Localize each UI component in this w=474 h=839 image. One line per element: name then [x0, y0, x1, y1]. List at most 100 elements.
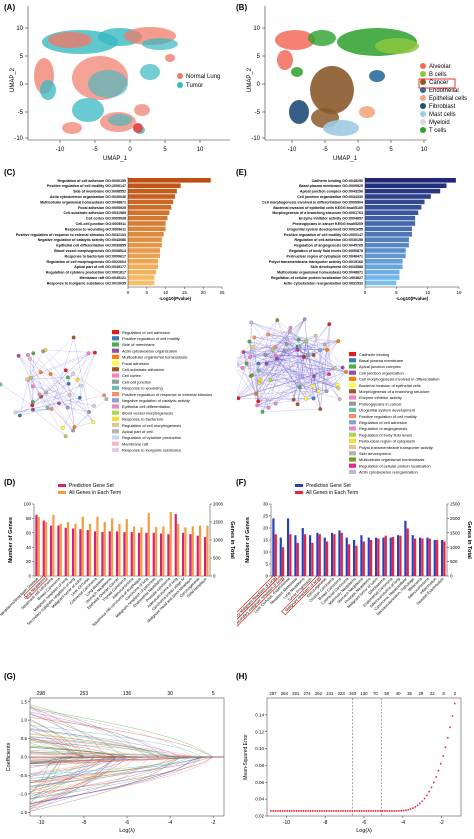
legend-swatch — [112, 336, 119, 341]
cv-point — [414, 806, 417, 808]
legend-label: Regulation of cell morphogenesis — [122, 423, 181, 428]
legend-swatch — [112, 361, 119, 366]
legend-swatch — [349, 395, 356, 400]
bar-series-2 — [67, 522, 70, 576]
panel-label-g: (G) — [4, 672, 16, 681]
bar-series-1 — [123, 532, 126, 576]
top-tick-label: 223 — [338, 691, 346, 696]
ytick-label: 25 — [263, 514, 269, 519]
network-node — [297, 385, 302, 390]
legend-swatch — [295, 491, 303, 494]
coefficient-path — [29, 743, 224, 758]
legend-label: Regulation of cell adhesion — [359, 420, 407, 425]
cv-point — [293, 810, 296, 812]
network-node — [266, 405, 271, 410]
bar-series-1 — [159, 533, 163, 576]
cv-point — [391, 810, 393, 812]
bar — [128, 248, 160, 253]
legend-swatch — [112, 348, 119, 353]
bar — [128, 226, 166, 232]
cv-point — [365, 810, 368, 812]
network-node — [322, 342, 327, 347]
network-node — [45, 405, 50, 410]
xtick-label: 0 — [127, 290, 130, 295]
bar — [365, 275, 400, 280]
cv-point — [335, 810, 337, 812]
bar-category-label: Cadherin binding GO:0045296 — [312, 179, 363, 183]
legend-label: Regulation of body fluid levels — [359, 432, 412, 437]
umap-a-ylabel: UMAP_2 — [10, 67, 16, 92]
bar-category-label: Apical part of cell GO:0045177 — [74, 265, 126, 269]
top-tick-label: 274 — [304, 691, 312, 696]
bar-series-2 — [304, 534, 307, 576]
bar-series-2 — [436, 540, 439, 576]
network-node — [327, 372, 331, 377]
top-tick-label: 298 — [37, 691, 46, 697]
legend-swatch — [349, 364, 356, 369]
bar-series-2 — [289, 534, 292, 576]
network-node — [310, 384, 315, 388]
legend-swatch — [112, 429, 119, 434]
ytick-label: 0.5 — [21, 736, 28, 741]
legend-label: Bacterial invasion of epithelial cells — [359, 383, 421, 388]
ytick-label: 0 — [265, 574, 268, 579]
cv-point — [286, 810, 289, 812]
bar-series-1 — [71, 528, 75, 576]
bar-series-2 — [362, 541, 365, 576]
coefficient-path — [29, 756, 224, 804]
legend-swatch — [112, 354, 119, 359]
bar-series-1 — [86, 529, 89, 576]
coefficient-path — [29, 729, 224, 758]
network-node — [264, 361, 269, 366]
cv-point — [290, 810, 293, 812]
network-node — [38, 370, 43, 375]
legend-swatch — [177, 73, 183, 79]
legend-label: Alveolar — [429, 64, 451, 70]
cv-point — [432, 781, 435, 784]
cv-point — [398, 809, 400, 812]
bar-series-1 — [382, 537, 385, 576]
network-node — [302, 317, 307, 322]
bar-series-1 — [426, 537, 429, 576]
bar-series-2 — [125, 519, 128, 576]
cv-point — [386, 810, 389, 812]
bar-series-1 — [404, 520, 407, 576]
ytick-label: 0.02 — [255, 814, 264, 819]
umap-a-xlabel: UMAP_1 — [103, 156, 128, 162]
bar-series-1 — [79, 529, 82, 576]
cv-point — [446, 736, 449, 739]
cv-point — [453, 702, 456, 705]
legend-label: Mast cells — [429, 112, 456, 118]
bar-series-1 — [345, 537, 348, 576]
network-node — [256, 368, 261, 373]
bar-series-1 — [181, 532, 185, 576]
highlight-box — [23, 575, 48, 600]
coefficient-path — [29, 756, 224, 775]
network-node — [288, 325, 293, 330]
ytick-label: 100 — [23, 502, 31, 507]
bar-series-1 — [137, 532, 141, 576]
bar-series-1 — [323, 537, 326, 576]
bar-series-1 — [433, 540, 436, 576]
legend-swatch — [349, 407, 356, 412]
network-node — [258, 377, 263, 382]
cv-point — [300, 810, 303, 812]
bar-category-label: Regulation of angiogenesis GO:0045765 — [294, 244, 363, 248]
legend-swatch — [112, 423, 119, 428]
legend-swatch — [349, 383, 356, 388]
network-node — [17, 413, 22, 418]
network-node — [284, 337, 289, 342]
xtick-label: 25 — [219, 290, 225, 295]
bar-category-label: Response to bacterium GO:0009617 — [64, 254, 126, 258]
legend-label: Negative regulation of catalytic activit… — [122, 398, 190, 403]
network-node — [273, 401, 278, 406]
legend-swatch — [349, 445, 356, 450]
xtick-label: -2 — [439, 820, 444, 826]
bar-series-2 — [118, 523, 121, 576]
bar-series-2 — [169, 511, 172, 576]
legend-label: Basal plasma membrane — [359, 358, 404, 363]
bar-series-2 — [399, 535, 402, 576]
legend-label: Actin cytoskeleton reorganization — [359, 470, 418, 475]
